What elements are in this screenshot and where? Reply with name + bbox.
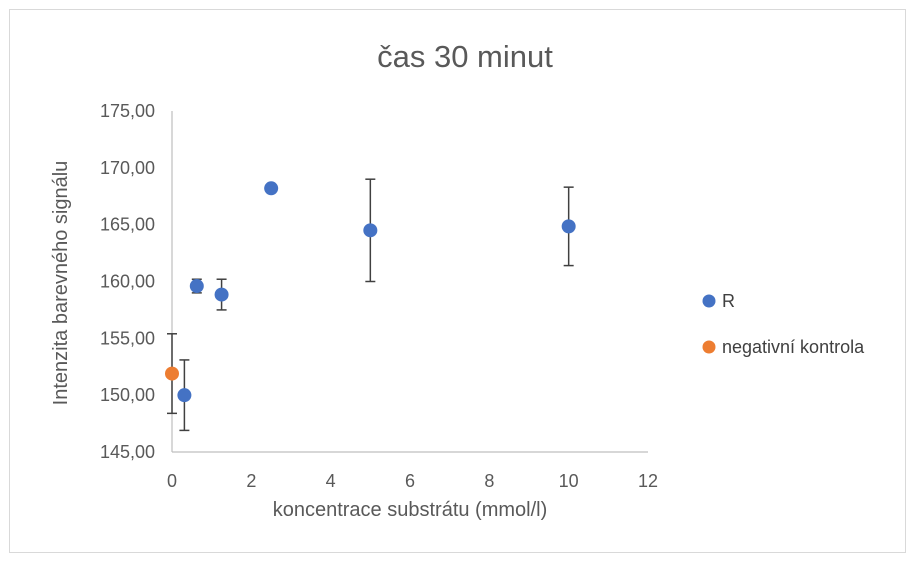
chart-title: čas 30 minut: [377, 39, 553, 74]
x-tick-label: 0: [167, 471, 177, 491]
x-tick-label: 12: [638, 471, 658, 491]
legend-label: negativní kontrola: [722, 337, 865, 357]
chart-frame: [9, 9, 906, 553]
x-tick-label: 2: [246, 471, 256, 491]
data-points: [165, 181, 576, 403]
x-tick-label: 8: [484, 471, 494, 491]
y-tick-label: 165,00: [100, 215, 155, 235]
data-point: [264, 181, 279, 196]
legend-marker: [702, 340, 716, 354]
axes: 145,00 150,00 155,00 160,00 165,00 170,00 175,…: [100, 101, 658, 491]
legend-entry: R: [702, 291, 735, 311]
x-tick-label: 4: [326, 471, 336, 491]
y-tick-label: 175,00: [100, 101, 155, 121]
y-tick-label: 155,00: [100, 328, 155, 348]
data-point: [363, 223, 378, 238]
legend-marker: [702, 294, 716, 308]
y-tick-label: 160,00: [100, 272, 155, 292]
data-point: [177, 388, 192, 403]
y-tick-label: 145,00: [100, 442, 155, 462]
data-point: [214, 287, 229, 302]
y-tick-label: 150,00: [100, 385, 155, 405]
error-bars: [167, 178, 574, 432]
x-tick-label: 10: [559, 471, 579, 491]
data-point: [189, 279, 204, 294]
x-tick-label: 6: [405, 471, 415, 491]
data-point: [165, 366, 179, 381]
legend-entry: negativní kontrola: [702, 337, 865, 357]
y-axis-title: Intenzita barevného signálu: [50, 161, 72, 406]
x-axis-title: koncentrace substrátu (mmol/l): [273, 499, 548, 521]
y-tick-label: 170,00: [100, 158, 155, 178]
legend-label: R: [722, 291, 735, 311]
data-point: [561, 219, 576, 234]
